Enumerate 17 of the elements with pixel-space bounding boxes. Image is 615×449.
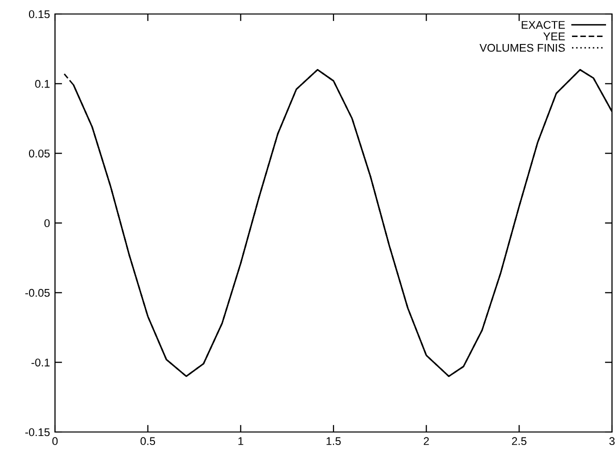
legend-label: VOLUMES FINIS [480, 44, 565, 52]
y-tick-label: 0.1 [35, 80, 50, 88]
x-tick-label: 2 [424, 437, 429, 445]
x-tick-label: 1 [238, 437, 244, 445]
x-tick-label: 3 [609, 437, 615, 446]
y-tick-label: 0.05 [28, 150, 50, 158]
x-tick-label: 0 [52, 437, 58, 446]
legend-label: EXACTE [522, 20, 565, 29]
y-tick-label: -0.05 [25, 288, 50, 297]
y-tick-label: 0 [44, 219, 50, 228]
y-tick-label: 0.15 [28, 10, 50, 18]
y-tick-label: -0.15 [25, 428, 50, 436]
legend-label: YEE [543, 32, 565, 40]
y-tick-label: -0.1 [31, 358, 50, 366]
x-tick-label: 2.5 [512, 437, 526, 446]
x-tick-label: 0.5 [140, 437, 156, 446]
x-tick-label: 1.5 [326, 437, 341, 446]
